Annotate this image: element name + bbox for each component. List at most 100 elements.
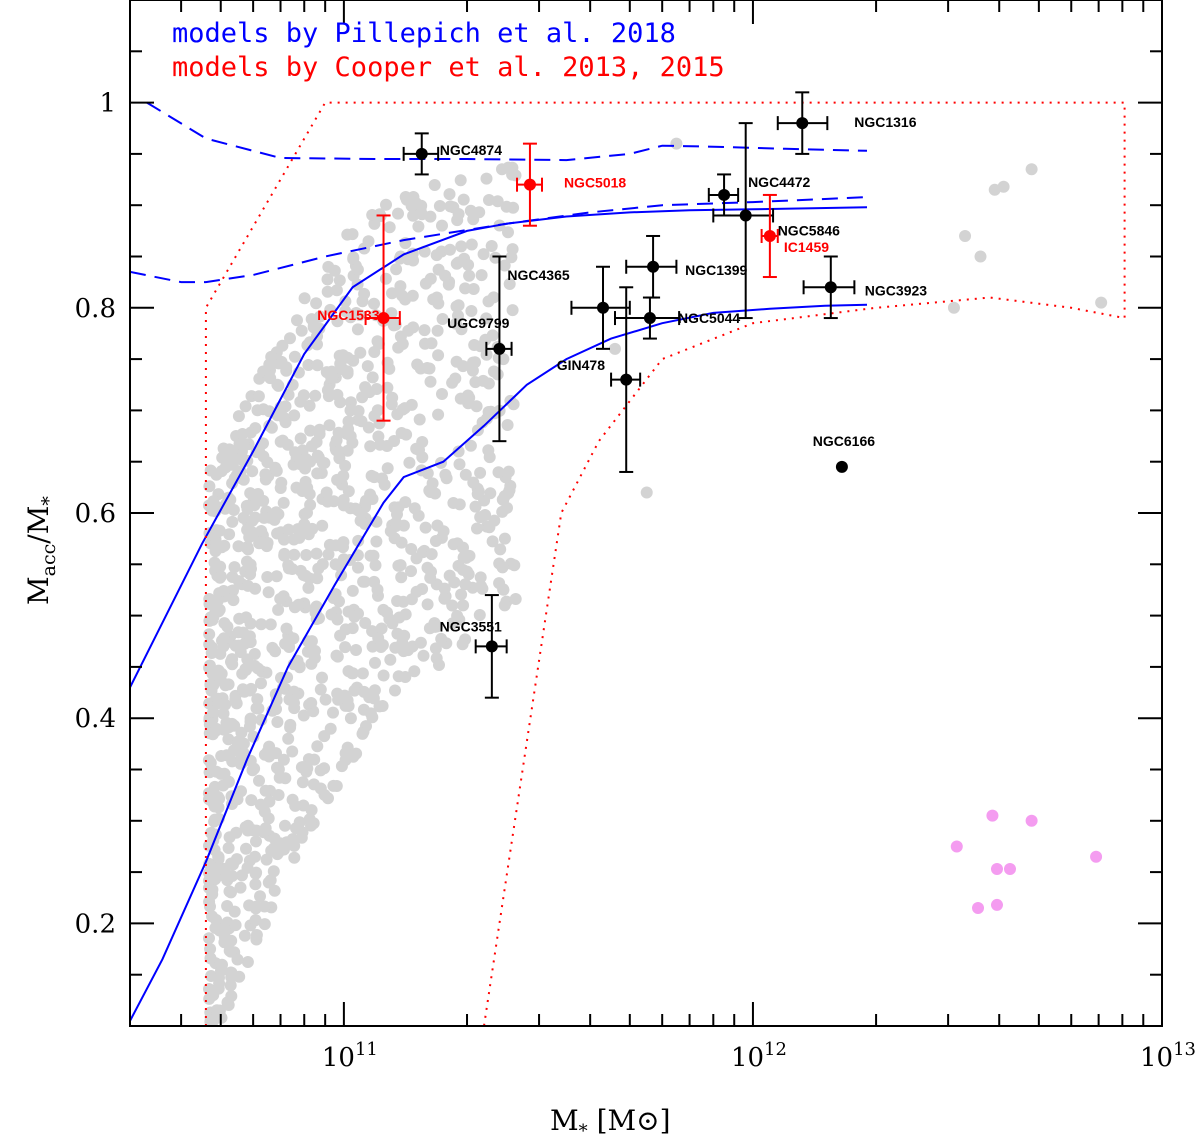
sim-point: [412, 220, 425, 233]
sim-point: [282, 732, 295, 745]
sim-point: [452, 299, 465, 312]
sim-point: [263, 750, 276, 763]
sim-point: [217, 585, 230, 597]
sim-point: [362, 421, 375, 434]
sim-point: [227, 452, 240, 465]
sim-point: [246, 465, 259, 478]
sim-point: [494, 543, 507, 556]
sim-point: [316, 671, 328, 684]
sim-point: [346, 584, 359, 597]
sim-point: [346, 436, 359, 449]
sim-point: [413, 444, 425, 456]
sim-point: [352, 405, 365, 417]
sim-point: [455, 323, 468, 336]
sim-point: [313, 423, 326, 436]
sim-point: [271, 716, 284, 728]
sim-point: [228, 561, 241, 574]
sim-point: [440, 472, 453, 485]
sim-point: [430, 291, 443, 304]
sim-point: [310, 547, 323, 560]
sim-point: [425, 337, 438, 350]
sim-point: [272, 379, 285, 392]
sim-point: [430, 652, 443, 665]
legend-cooper: models by Cooper et al. 2013, 2015: [172, 52, 725, 83]
sim-point: [388, 435, 401, 447]
sim-point: [206, 910, 218, 923]
sim-point: [259, 784, 272, 797]
sim-point: [311, 449, 324, 462]
sim-point: [330, 284, 343, 297]
sim-point: [474, 571, 487, 584]
sim-point: [498, 490, 511, 503]
sim-point: [344, 712, 357, 725]
pink-points: [950, 809, 1103, 915]
sim-point: [439, 269, 452, 282]
sim-point: [321, 384, 334, 397]
sim-point: [204, 952, 217, 965]
galaxy-point: [835, 460, 848, 473]
galaxy-point: [493, 342, 506, 355]
sim-point: [219, 679, 232, 692]
sim-point: [227, 594, 240, 607]
sim-point: [280, 361, 293, 374]
sim-point: [296, 776, 309, 789]
galaxy-label: GIN478: [557, 357, 605, 373]
sim-point: [483, 194, 495, 206]
sim-point: [311, 467, 324, 480]
sim-point: [253, 537, 266, 550]
sim-point: [332, 426, 345, 439]
sim-point: [237, 737, 250, 750]
sim-point: [261, 536, 274, 549]
galaxy-point: [718, 188, 731, 201]
sim-point: [243, 630, 256, 643]
sim-point: [251, 693, 264, 706]
sim-point: [282, 523, 295, 536]
sim-point: [405, 543, 418, 555]
sim-point: [349, 502, 362, 515]
galaxy-label: NGC5018: [564, 175, 626, 191]
sim-point: [352, 534, 365, 547]
pink-point: [972, 902, 985, 915]
sim-point: [351, 263, 364, 276]
sim-point: [278, 547, 291, 560]
sim-point: [224, 945, 237, 958]
sim-point: [234, 881, 247, 894]
sim-point: [424, 571, 437, 584]
sim-point: [436, 219, 448, 232]
sim-point: [479, 509, 492, 521]
sim-point: [305, 657, 318, 670]
simulation-scatter: [202, 137, 1108, 1026]
galaxy-point: [763, 229, 776, 242]
sim-point: [417, 649, 430, 662]
sim-point: [425, 548, 438, 561]
sim-point: [392, 207, 404, 220]
sim-point: [321, 273, 334, 286]
sim-point: [483, 451, 496, 464]
galaxy-point: [377, 312, 390, 325]
sim-point: [389, 684, 401, 697]
sim-point: [402, 324, 415, 337]
sim-point: [370, 383, 383, 395]
sim-point: [498, 599, 511, 612]
sim-point: [286, 563, 299, 575]
sim-point: [502, 226, 514, 239]
sim-point: [371, 404, 384, 417]
sim-point: [457, 360, 469, 373]
sim-point: [276, 434, 289, 447]
sim-point: [248, 499, 261, 512]
sim-point: [316, 519, 329, 532]
sim-point: [457, 193, 470, 206]
sim-point: [319, 693, 332, 706]
sim-point: [421, 467, 434, 480]
sim-point: [262, 586, 275, 599]
sim-point: [277, 411, 290, 424]
y-tick-label: 0.6: [75, 499, 116, 529]
sim-point: [250, 929, 263, 941]
sim-point: [372, 632, 385, 644]
sim-point: [459, 282, 472, 295]
sim-point: [383, 221, 396, 234]
sim-point: [414, 636, 427, 649]
sim-point: [455, 588, 468, 601]
sim-point: [206, 667, 219, 680]
sim-point: [224, 979, 237, 992]
